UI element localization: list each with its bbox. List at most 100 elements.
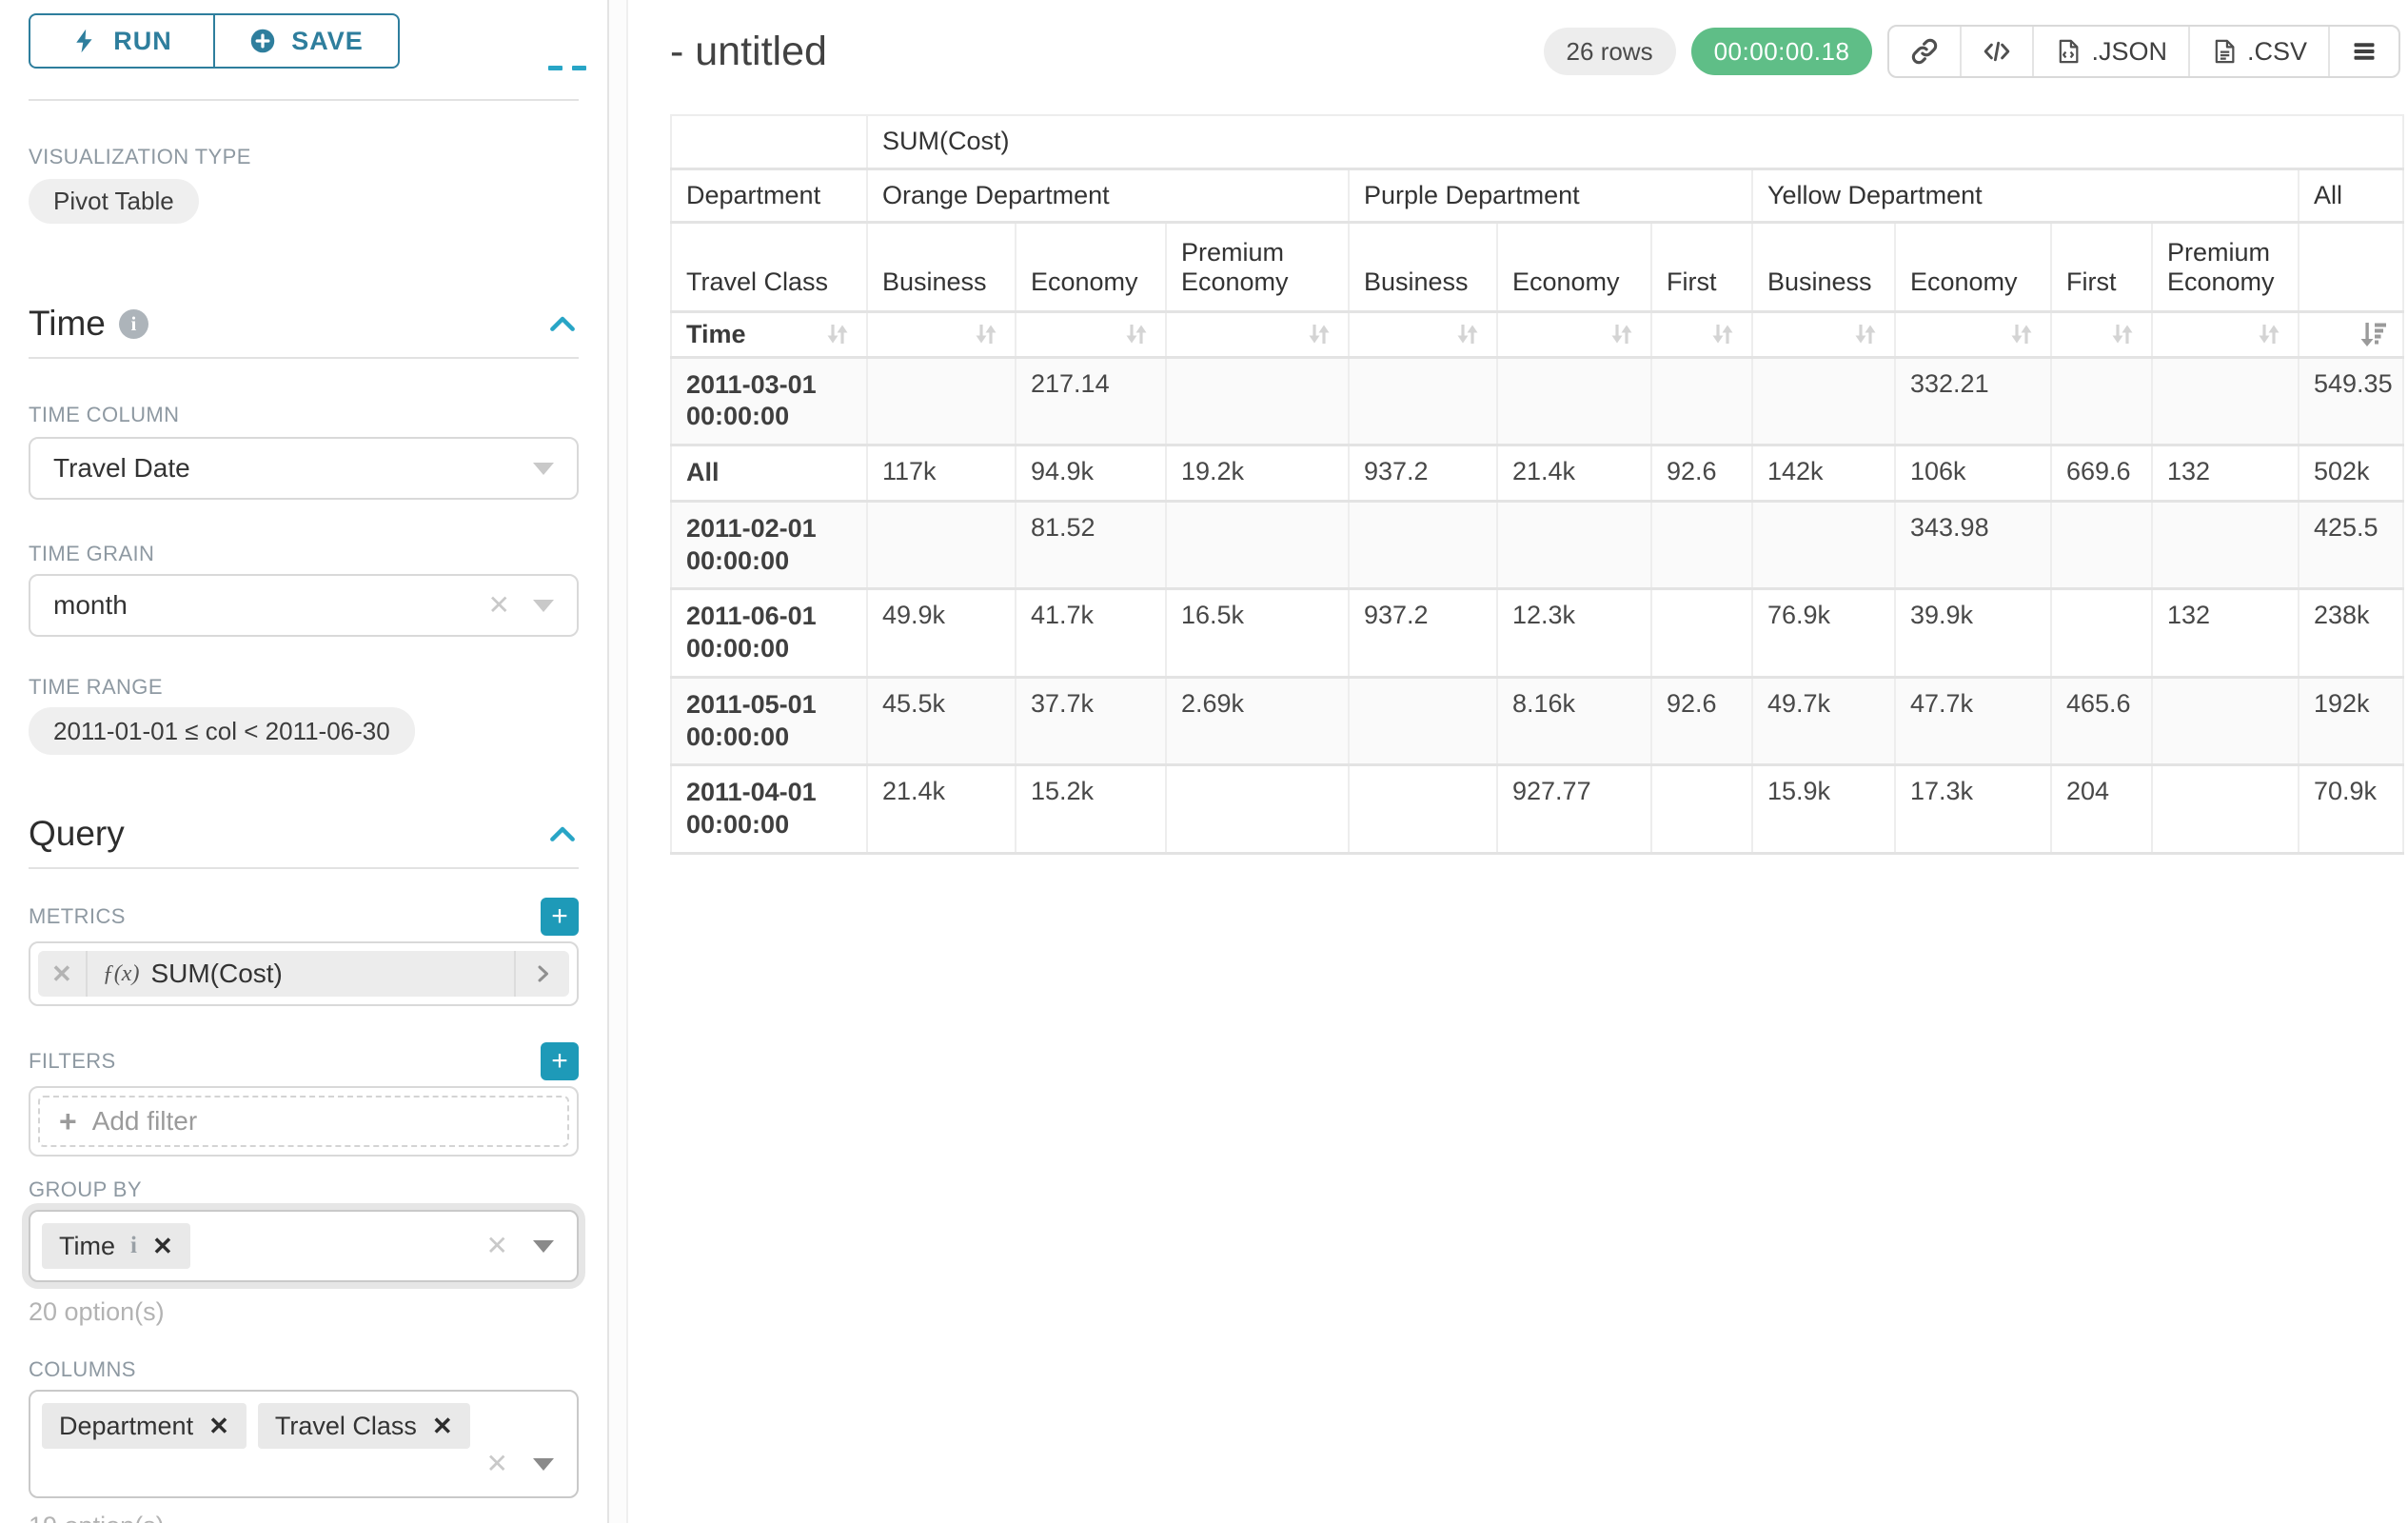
pivot-row-header: 2011-06-01 00:00:00 <box>670 587 868 679</box>
pivot-sort-cell[interactable] <box>2050 310 2153 359</box>
clear-icon[interactable]: ✕ <box>485 1449 508 1478</box>
pivot-data-row: 2011-04-01 00:00:00 21.4k 15.2k 927.77 15.9k… <box>670 763 2405 855</box>
pivot-value-cell <box>1165 500 1350 591</box>
query-section-title: Query <box>29 814 125 853</box>
expand-metric-icon[interactable] <box>514 951 569 997</box>
time-grain-select[interactable]: month ✕ <box>29 574 579 637</box>
sort-toggle-icon[interactable] <box>1305 320 1333 348</box>
pivot-value-cell <box>1751 356 1896 446</box>
pivot-value-cell: 94.9k <box>1015 444 1167 503</box>
pivot-value-cell: 76.9k <box>1751 587 1896 679</box>
pivot-value-cell: 19.2k <box>1165 444 1350 503</box>
pivot-value-cell <box>2151 356 2299 446</box>
add-filter-button[interactable]: + <box>541 1042 579 1080</box>
pivot-column-group-header: Purple Department <box>1348 168 1753 224</box>
pivot-value-cell: 70.9k <box>2297 763 2405 855</box>
chart-title[interactable]: - untitled <box>670 28 827 74</box>
metric-item[interactable]: ✕ ƒ(x) SUM(Cost) <box>38 951 569 997</box>
pivot-value-cell: 106k <box>1894 444 2052 503</box>
pivot-data-row: 2011-06-01 00:00:00 49.9k 41.7k 16.5k 937.2 1… <box>670 587 2405 679</box>
remove-tag-icon[interactable]: ✕ <box>431 1411 453 1440</box>
visualization-type-pill[interactable]: Pivot Table <box>29 179 199 224</box>
save-button[interactable]: SAVE <box>213 13 400 69</box>
pivot-value-cell: 16.5k <box>1165 587 1350 679</box>
chevron-down-icon <box>533 462 554 475</box>
pivot-value-cell: 92.6 <box>1650 444 1753 503</box>
sort-toggle-icon[interactable] <box>1122 320 1151 348</box>
sort-toggle-icon[interactable] <box>1608 320 1636 348</box>
pivot-corner-cell <box>670 114 868 170</box>
time-grain-label: TIME GRAIN <box>29 542 155 565</box>
add-filter-dropzone[interactable]: + Add filter <box>38 1096 569 1147</box>
pivot-value-cell: 132 <box>2151 587 2299 679</box>
add-metric-button[interactable]: + <box>541 898 579 936</box>
pivot-column-header: Business <box>866 221 1016 313</box>
chevron-up-icon <box>550 826 575 841</box>
pivot-value-cell <box>2151 763 2299 855</box>
chevron-down-icon <box>533 1457 554 1471</box>
sort-toggle-icon[interactable] <box>1851 320 1880 348</box>
group-by-tag-time[interactable]: Time i ✕ <box>42 1223 190 1269</box>
file-csv-icon <box>2215 39 2235 64</box>
pivot-sort-cell[interactable] <box>1015 310 1167 359</box>
sort-toggle-icon[interactable] <box>972 320 1000 348</box>
pivot-value-cell: 21.4k <box>1496 444 1652 503</box>
group-by-select[interactable]: Time i ✕ ✕ <box>29 1210 579 1282</box>
menu-button[interactable] <box>2328 27 2398 76</box>
group-by-options-hint: 20 option(s) <box>29 1297 165 1326</box>
info-icon: i <box>118 308 148 339</box>
pivot-sort-cell[interactable] <box>1751 310 1896 359</box>
pivot-value-cell <box>1165 356 1350 446</box>
columns-tag-department[interactable]: Department ✕ <box>42 1403 247 1449</box>
info-icon: i <box>130 1233 137 1258</box>
sort-descending-active-icon[interactable] <box>2359 320 2388 348</box>
export-json-button[interactable]: .JSON <box>2032 27 2188 76</box>
pivot-data-row: 2011-05-01 00:00:00 45.5k 37.7k 2.69k 8.16k 9… <box>670 676 2405 767</box>
run-button[interactable]: RUN <box>29 13 215 69</box>
pivot-sort-cell[interactable] <box>866 310 1016 359</box>
pivot-value-cell <box>1751 500 1896 591</box>
pivot-sort-cell[interactable] <box>1348 310 1498 359</box>
pivot-data-row: All 117k 94.9k 19.2k 937.2 21.4k 92.6 142k 106k 6… <box>670 444 2405 503</box>
pivot-value-cell <box>1650 356 1753 446</box>
pivot-row-header: 2011-03-01 00:00:00 <box>670 356 868 446</box>
pivot-sort-cell[interactable] <box>1165 310 1350 359</box>
export-csv-button[interactable]: .CSV <box>2187 27 2328 76</box>
pivot-value-cell: 41.7k <box>1015 587 1167 679</box>
sort-toggle-icon[interactable] <box>2255 320 2283 348</box>
columns-tag-travel-class[interactable]: Travel Class ✕ <box>257 1403 470 1449</box>
clear-icon[interactable]: ✕ <box>485 1231 508 1260</box>
sort-toggle-icon[interactable] <box>823 320 852 348</box>
embed-code-button[interactable] <box>1960 27 2032 76</box>
pivot-value-cell: 669.6 <box>2050 444 2153 503</box>
clear-icon[interactable]: ✕ <box>487 590 510 620</box>
pivot-value-cell <box>2151 500 2299 591</box>
sort-toggle-icon[interactable] <box>1708 320 1737 348</box>
sort-toggle-icon[interactable] <box>2007 320 2036 348</box>
pivot-value-cell: 117k <box>866 444 1016 503</box>
pivot-sort-cell[interactable] <box>1894 310 2052 359</box>
time-range-pill[interactable]: 2011-01-01 ≤ col < 2011-06-30 <box>29 707 415 755</box>
pivot-sort-cell[interactable] <box>1496 310 1652 359</box>
pivot-value-cell <box>1496 356 1652 446</box>
panel-resize-gutter[interactable] <box>607 0 628 1523</box>
pivot-sort-cell[interactable] <box>2297 310 2405 359</box>
filters-container: + Add filter <box>29 1086 579 1157</box>
sort-toggle-icon[interactable] <box>2108 320 2137 348</box>
time-column-value: Travel Date <box>53 453 190 483</box>
columns-select[interactable]: Department ✕ Travel Class ✕ ✕ <box>29 1390 579 1498</box>
sort-toggle-icon[interactable] <box>1453 320 1482 348</box>
copy-link-button[interactable] <box>1889 27 1960 76</box>
chevron-up-icon <box>550 316 575 331</box>
pivot-sort-cell[interactable] <box>1650 310 1753 359</box>
collapse-section-button[interactable] <box>546 309 579 338</box>
run-save-button-group: RUN SAVE <box>29 13 400 69</box>
time-column-select[interactable]: Travel Date <box>29 437 579 500</box>
pivot-row-header: All <box>670 444 868 503</box>
remove-tag-icon[interactable]: ✕ <box>208 1411 229 1440</box>
remove-metric-icon[interactable]: ✕ <box>38 951 88 997</box>
pivot-value-cell: 92.6 <box>1650 676 1753 767</box>
pivot-sort-cell[interactable] <box>2151 310 2299 359</box>
collapse-section-button[interactable] <box>546 820 579 848</box>
remove-tag-icon[interactable]: ✕ <box>151 1231 173 1260</box>
